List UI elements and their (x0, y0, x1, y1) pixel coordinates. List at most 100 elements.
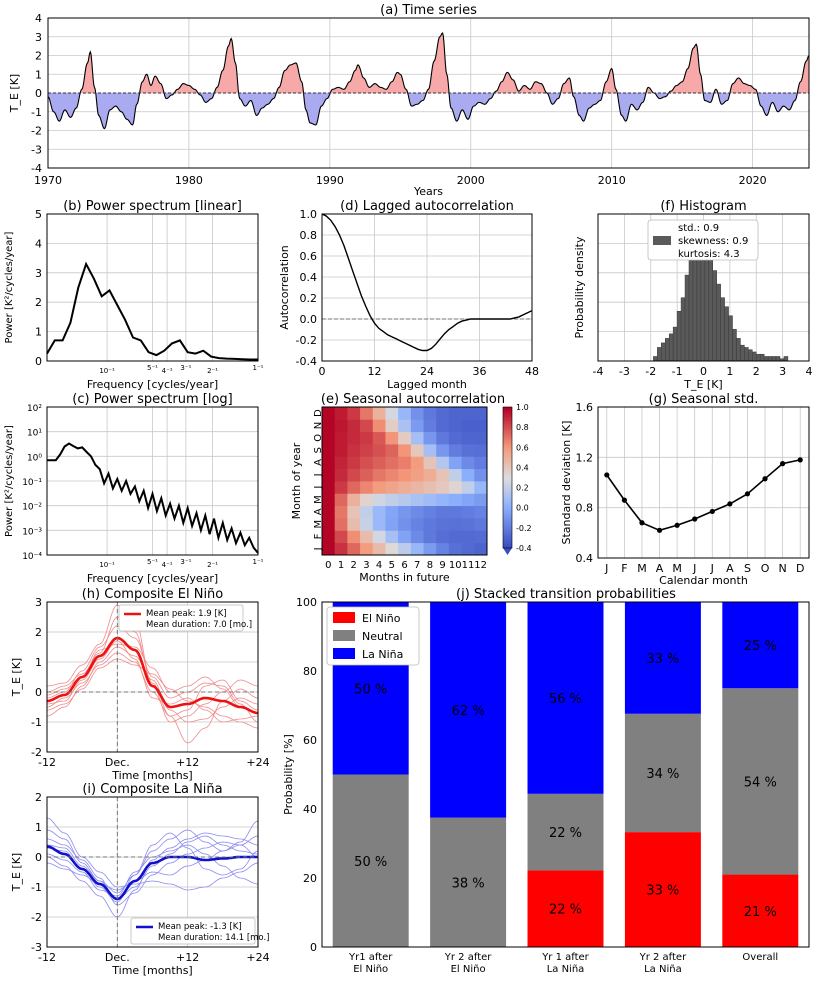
colorbar-segment (503, 503, 512, 507)
histogram-bar (661, 342, 666, 362)
la-nina-composite-frame (46, 796, 259, 948)
y-tick-label: 0.8 (300, 229, 318, 242)
heatmap-cell (385, 419, 399, 433)
x-tick-label: O (761, 562, 770, 575)
heatmap-cell (347, 444, 361, 457)
heatmap-frame (321, 406, 488, 556)
bar-value-label: 54 % (744, 775, 777, 790)
heatmap-cell (322, 456, 336, 470)
heatmap-cell (372, 444, 386, 457)
heatmap-cell (423, 456, 437, 470)
heatmap-cell (385, 444, 399, 457)
chart-title: (i) Composite La Niña (82, 782, 222, 797)
std-line (606, 459, 801, 532)
bar-value-label: 33 % (646, 652, 679, 667)
y-axis-label: Probability density (573, 236, 586, 338)
legend-swatch (333, 630, 355, 641)
y-tick-label: 10⁻³ (22, 527, 42, 537)
colorbar-segment (503, 425, 512, 429)
heatmap-cell (436, 518, 450, 531)
stacked-bar-segment (722, 874, 799, 947)
composite-member-line (46, 829, 259, 894)
histogram-bar (771, 356, 777, 362)
y-tick-label: 0 (35, 686, 42, 699)
heatmap-cell (322, 419, 336, 433)
colorbar-segment (503, 540, 512, 544)
heatmap-cell (423, 468, 437, 482)
y-tick-label: 100 (296, 596, 317, 609)
legend-label: La Niña (362, 648, 403, 661)
colorbar-segment (503, 430, 512, 434)
y-tick-label: 1 (35, 656, 42, 669)
chart-title: (j) Stacked transition probabilities (456, 587, 676, 602)
x-tick-label: 4 (806, 365, 813, 378)
y-axis-label: T_E [K] (10, 658, 23, 697)
heatmap-cell (385, 407, 399, 420)
heatmap-cell (360, 444, 374, 457)
y-tick-label: N (313, 422, 324, 429)
heatmap-cell (334, 419, 348, 433)
heatmap-cell (360, 518, 374, 531)
heatmap-cell (436, 530, 450, 544)
x-tick-label: F (621, 562, 627, 575)
x-tick-label: 36 (473, 365, 487, 378)
x-tick-label: -12 (38, 951, 56, 964)
heatmap-cell (410, 493, 424, 507)
heatmap-cell (398, 493, 412, 507)
heatmap-cell (360, 419, 374, 433)
x-tick-label: 5 (389, 560, 395, 571)
x-tick-label: Overall (742, 952, 778, 963)
y-tick-label: S (313, 447, 324, 453)
heatmap-cell (334, 456, 348, 470)
colorbar-segment (503, 411, 512, 415)
y-tick-label: 0 (35, 87, 42, 100)
histogram-bar (728, 315, 733, 362)
y-tick-label: J (313, 486, 324, 490)
histogram-bar (716, 283, 721, 362)
legend-swatch (653, 236, 671, 245)
y-tick-label: 0.4 (576, 552, 594, 565)
y-tick-label: -4 (31, 162, 42, 175)
heatmap-cell (398, 505, 412, 519)
x-axis-label: Months in future (359, 571, 450, 584)
y-tick-label: -3 (31, 143, 42, 156)
colorbar-segment (503, 524, 512, 528)
heatmap-cell (436, 407, 450, 420)
composite-member-line (46, 844, 259, 897)
acf-line (321, 213, 533, 352)
x-tick-label: 2000 (457, 174, 485, 187)
std-point (621, 497, 627, 503)
colorbar-segment (503, 526, 512, 530)
log-spectrum-frame (46, 406, 259, 556)
histogram-bar (672, 326, 678, 362)
std-point (692, 516, 698, 522)
heatmap-cell (448, 456, 463, 470)
heatmap-cell (448, 505, 463, 519)
histogram-bar (700, 247, 706, 362)
colorbar-segment (503, 444, 512, 448)
histogram-bar (752, 351, 757, 362)
y-tick-label: 0.2 (300, 292, 318, 305)
x-tick-label: -4 (593, 365, 604, 378)
x-tick-label: 4⁻¹ (162, 561, 173, 569)
heatmap-cell (474, 444, 488, 457)
colorbar-segment (503, 437, 512, 441)
stacked-bar-segment (722, 602, 799, 689)
composite-member-line (46, 640, 259, 723)
y-tick-label: 0 (35, 851, 42, 864)
stacked-bar-segment (624, 713, 701, 833)
colorbar-segment (503, 409, 512, 413)
y-tick-label: 0 (310, 941, 317, 954)
histogram-bar (653, 356, 658, 362)
bar-value-label: 33 % (646, 884, 679, 899)
y-tick-label: 3 (35, 31, 42, 44)
x-tick-label: 12 (368, 365, 382, 378)
colorbar-segment (503, 416, 512, 420)
histogram-bar (712, 270, 717, 362)
x-tick-label: 1⁻¹ (253, 558, 264, 566)
negative-anomaly-fill (48, 93, 809, 129)
composite-member-line (46, 832, 259, 918)
colorbar-segment (503, 536, 512, 540)
x-tick-label: -2 (645, 365, 656, 378)
x-tick-label: 1990 (316, 174, 344, 187)
